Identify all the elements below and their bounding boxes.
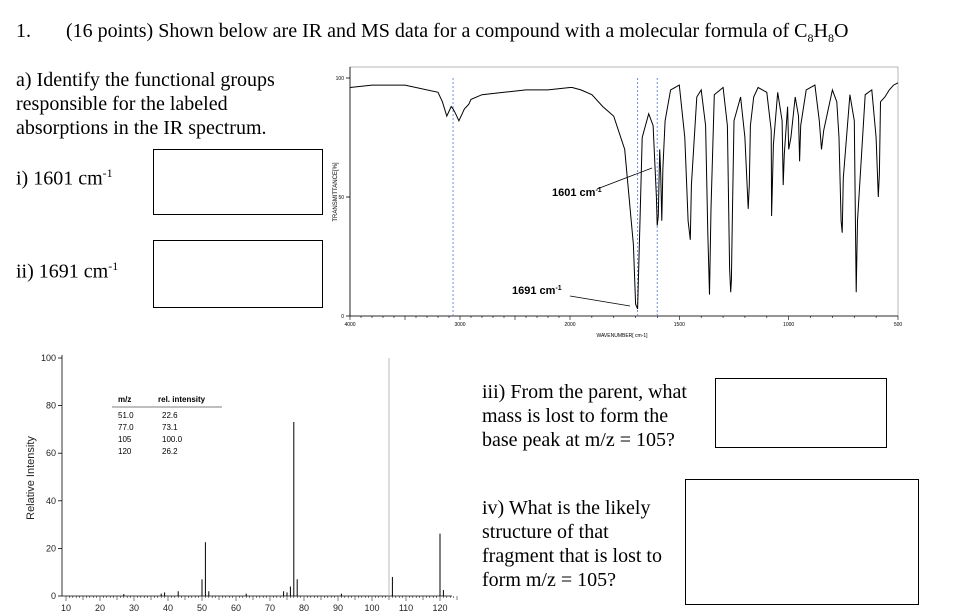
ir-frame [349, 66, 899, 317]
ir-x-tick-label: 1000 [783, 322, 794, 328]
ms-spectrum-chart: 0 20 40 60 80 100 10 20 30 40 50 60 70 80 90 100 110 120… [25, 353, 458, 613]
ms-table-cell-mz: 51.0 [118, 411, 134, 420]
ir-x-tick-label: 4000 [344, 322, 355, 328]
part-iii-prompt: iii) From the parent, what mass is lost … [482, 381, 687, 451]
part-iv-prompt: iv) What is the likely structure of that… [482, 497, 662, 591]
ir-x-tick-label: 1500 [674, 322, 685, 328]
ms-y-tick-label: 0 [51, 591, 56, 601]
question-stem: (16 points) Shown below are IR and MS da… [66, 20, 849, 45]
ms-y-tick-label: 100 [41, 353, 56, 363]
annotation-1601-leader [596, 167, 653, 190]
ms-table-cell-mz: 77.0 [118, 423, 134, 432]
ms-x-tick-label: 120 [432, 603, 447, 613]
ir-y-axis-label: TRANSMITTANCE[%] [333, 162, 339, 222]
ms-table-header-intensity: rel. intensity [158, 395, 206, 404]
ms-x-tick-label: 70 [265, 603, 275, 613]
ms-peaks [123, 358, 444, 596]
ir-x-tick-label: 2000 [564, 322, 575, 328]
ms-x-tick-label: 10 [61, 603, 71, 613]
ms-table-header-mz: m/z [118, 395, 131, 404]
ms-y-tick-label: 40 [46, 496, 56, 506]
answer-box-i[interactable] [153, 149, 323, 215]
ms-x-tick-label: 80 [299, 603, 309, 613]
ms-table-cell-mz: 120 [118, 447, 132, 456]
answer-box-iii[interactable] [715, 378, 887, 448]
ir-x-tick-label: 500 [894, 322, 903, 328]
ir-y-tick-label: 50 [338, 195, 344, 201]
ir-spectrum-trace [349, 82, 899, 310]
ms-table-cell-intensity: 26.2 [162, 447, 178, 456]
ms-table-cell-intensity: 22.6 [162, 411, 178, 420]
ms-x-tick-label: 40 [163, 603, 173, 613]
answer-box-ii[interactable] [153, 240, 323, 308]
ms-y-tick-label: 20 [46, 543, 56, 553]
ir-x-tick-label: 3000 [454, 322, 465, 328]
annotation-1691-leader [569, 295, 631, 307]
ms-x-tick-label: 50 [197, 603, 207, 613]
ms-table-cell-intensity: 73.1 [162, 423, 178, 432]
ms-x-tick-label: 30 [129, 603, 139, 613]
part-a-ii-label: ii) 1691 cm-1 [16, 259, 119, 283]
ms-y-axis: 0 20 40 60 80 100 [41, 353, 62, 601]
ir-x-axis-label: WAVENUMBER[ cm-1] [596, 333, 648, 339]
ms-table-cell-mz: 105 [118, 435, 132, 444]
ms-data-table: m/z rel. intensity 51.0 22.6 77.0 73.1 105 10… [112, 395, 222, 456]
annotation-1691: 1691 cm-1 [512, 285, 562, 297]
annotation-1601: 1601 cm-1 [552, 187, 602, 199]
question-header: 1. (16 points) Shown below are IR and MS … [16, 20, 848, 46]
ms-y-tick-label: 80 [46, 401, 56, 411]
ms-x-tick-label: 60 [231, 603, 241, 613]
ir-y-tick-label: 0 [341, 314, 344, 320]
ms-x-axis: 10 20 30 40 50 60 70 80 90 100 110 120 [61, 596, 458, 613]
part-a-prompt: a) Identify the functional groups respon… [16, 69, 275, 139]
ms-x-tick-label: 20 [95, 603, 105, 613]
ir-y-tick-label: 100 [336, 76, 345, 82]
ms-x-tick-label: 110 [399, 603, 413, 613]
ms-y-axis-label: Relative Intensity [25, 436, 37, 520]
ms-x-tick-label: 90 [333, 603, 343, 613]
question-number: 1. [16, 20, 31, 42]
ms-x-tick-label: 100 [364, 603, 379, 613]
answer-box-iv[interactable] [685, 479, 919, 605]
ir-x-axis: 4000 3000 2000 1500 1000 500 [344, 316, 902, 328]
part-a-i-label: i) 1601 cm-1 [16, 166, 113, 190]
ms-y-tick-label: 60 [46, 448, 56, 458]
ms-table-cell-intensity: 100.0 [162, 435, 183, 444]
ir-y-axis: 100 50 0 [336, 76, 350, 320]
